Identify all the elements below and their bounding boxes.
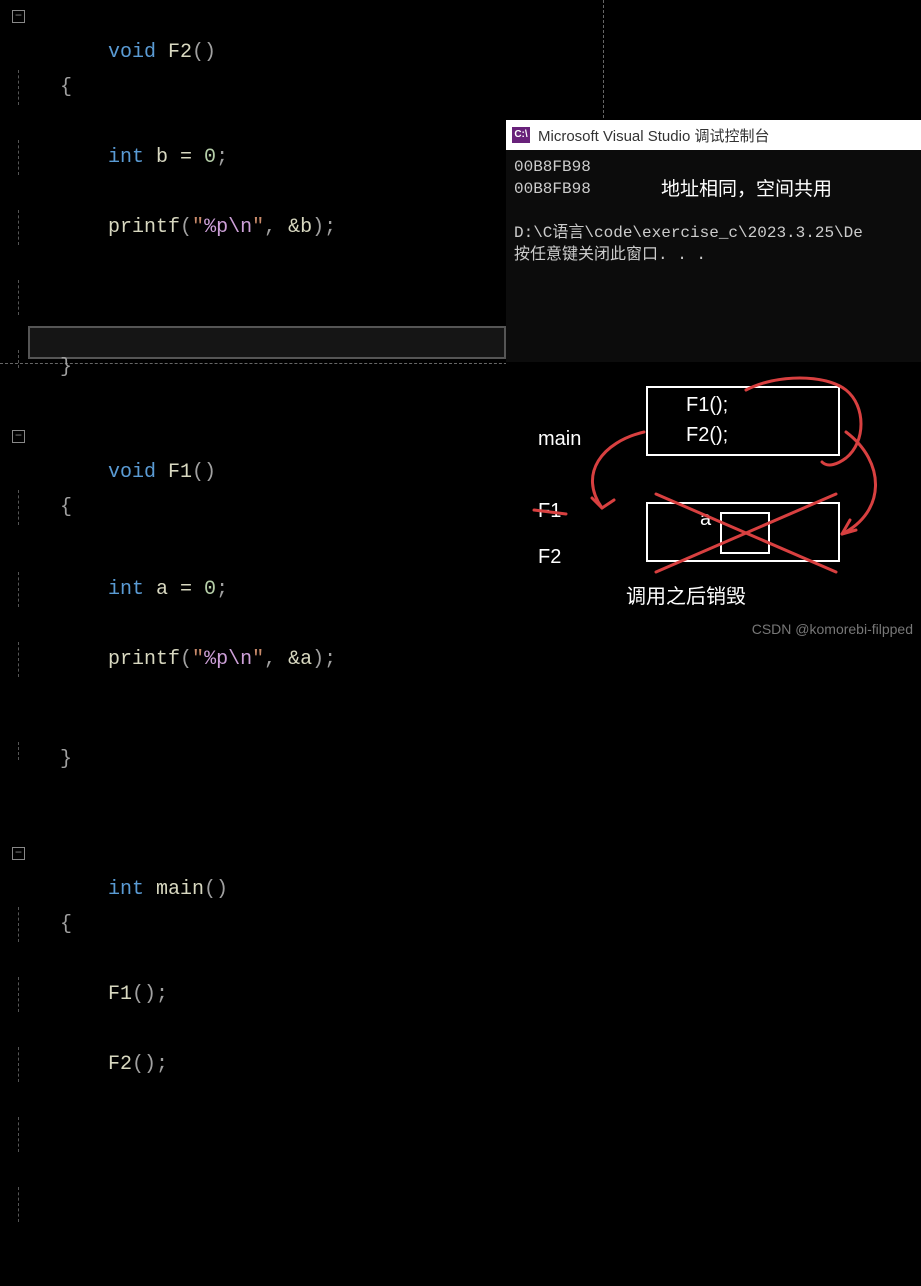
diagram-label-f1: F1 — [538, 500, 561, 523]
diagram-call-f2: F2(); — [686, 424, 728, 447]
console-app-icon: C:\ — [512, 127, 530, 143]
var-box — [720, 512, 770, 554]
code-line[interactable]: F2(); — [0, 1047, 921, 1082]
function-name-main: main — [144, 878, 204, 901]
code-line[interactable] — [0, 1117, 921, 1152]
console-output[interactable]: 00B8FB98 00B8FB98 D:\C语言\code\exercise_c… — [506, 150, 921, 272]
fold-guide — [18, 350, 32, 368]
fold-guide — [18, 280, 32, 315]
diagram-label-f2: F2 — [538, 546, 561, 569]
brace-open: { — [60, 76, 72, 99]
fold-guide — [18, 977, 32, 1012]
keyword-int: int — [108, 878, 144, 901]
function-name-f2: F2 — [156, 41, 192, 64]
debug-console-window[interactable]: C:\ Microsoft Visual Studio 调试控制台 00B8FB… — [506, 120, 921, 362]
code-line[interactable]: { — [0, 70, 921, 105]
fold-guide — [18, 907, 32, 942]
fold-guide — [18, 210, 32, 245]
code-line[interactable]: printf("%p\n", &a); — [0, 642, 921, 677]
console-line: 按任意键关闭此窗口. . . — [514, 246, 706, 264]
fold-guide — [18, 70, 32, 105]
fold-guide — [18, 742, 32, 760]
fold-guide — [18, 642, 32, 677]
code-line[interactable]: { — [0, 907, 921, 942]
keyword-void: void — [108, 461, 156, 484]
fold-guide — [18, 1047, 32, 1082]
console-line: 00B8FB98 — [514, 180, 591, 198]
code-line[interactable]: F1(); — [0, 977, 921, 1012]
fold-guide — [18, 140, 32, 175]
diagram-label-main: main — [538, 428, 581, 451]
main-stack-box: F1(); F2(); — [646, 386, 840, 456]
fold-toggle-icon[interactable]: − — [12, 847, 25, 860]
diagram-call-f1: F1(); — [686, 394, 728, 417]
paren: () — [192, 41, 216, 64]
console-title: Microsoft Visual Studio 调试控制台 — [538, 125, 769, 146]
brace-close: } — [60, 356, 72, 379]
diagram-var-a: a — [700, 508, 711, 531]
fold-guide — [18, 490, 32, 525]
fold-toggle-icon[interactable]: − — [12, 430, 25, 443]
stack-diagram: main F1 F2 F1(); F2(); a 调用之后销毁 — [506, 362, 921, 643]
code-line[interactable] — [0, 1187, 921, 1222]
watermark: CSDN @komorebi-filpped — [752, 621, 913, 637]
console-line: D:\C语言\code\exercise_c\2023.3.25\De — [514, 224, 863, 242]
function-name-f1: F1 — [156, 461, 192, 484]
code-line[interactable]: − void F2() — [0, 0, 921, 35]
console-line: 00B8FB98 — [514, 158, 591, 176]
keyword-void: void — [108, 41, 156, 64]
fold-guide — [18, 1117, 32, 1152]
diagram-caption: 调用之后销毁 — [626, 580, 746, 609]
printf-call: printf — [108, 216, 180, 239]
annotation-text: 地址相同，空间共用 — [661, 174, 832, 201]
frame-box: a — [646, 502, 840, 562]
fold-guide — [18, 572, 32, 607]
code-line[interactable]: − int main() — [0, 837, 921, 872]
code-line[interactable]: } — [0, 742, 921, 777]
fold-guide — [18, 1187, 32, 1222]
console-titlebar[interactable]: C:\ Microsoft Visual Studio 调试控制台 — [506, 120, 921, 150]
fold-toggle-icon[interactable]: − — [12, 10, 25, 23]
keyword-int: int — [108, 146, 144, 169]
